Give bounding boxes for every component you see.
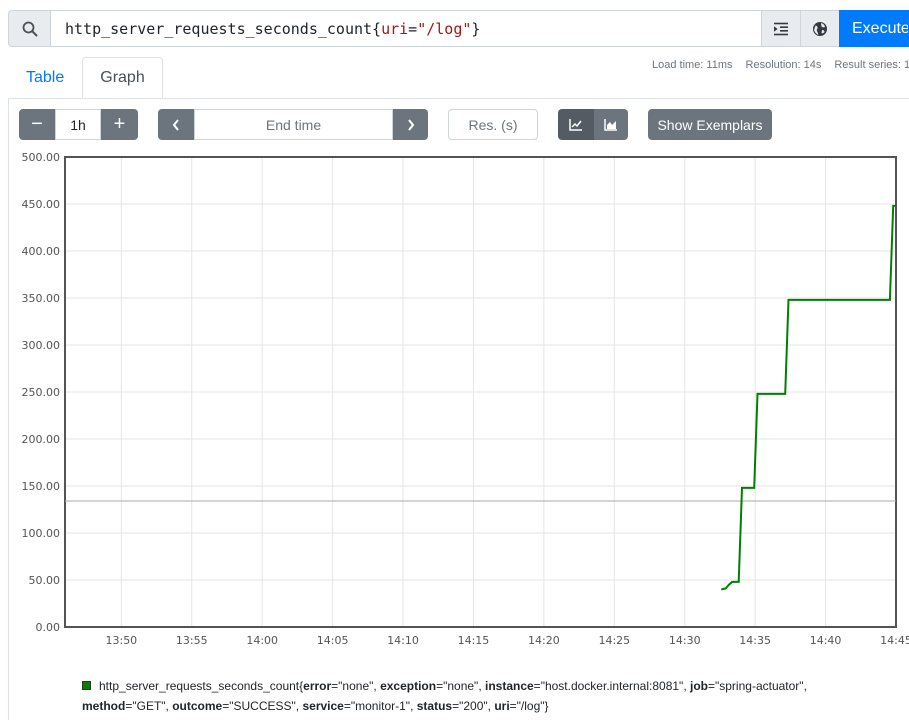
y-tick-label: 500.00	[22, 151, 61, 164]
y-tick-label: 350.00	[22, 292, 61, 305]
legend-series-label[interactable]: http_server_requests_seconds_count{error…	[82, 679, 807, 713]
legend-label-name: error	[303, 679, 332, 693]
x-tick-label: 14:10	[387, 634, 419, 647]
legend-label-value: "/log"	[516, 699, 545, 713]
globe-icon	[813, 21, 827, 36]
expr-close-brace: }	[471, 19, 481, 38]
resolution-input[interactable]: Res. (s)	[448, 109, 538, 140]
legend-label-name: status	[416, 699, 453, 713]
expr-metric: http_server_requests_seconds_count	[65, 19, 373, 38]
legend-label-value: "spring-actuator"	[715, 679, 804, 693]
graph-chart[interactable]: 0.00 50.00 100.00 150.00 200.00 250.00 300.00 3…	[0, 145, 909, 655]
legend-label-name: job	[689, 679, 708, 693]
x-tick-label: 14:05	[317, 634, 349, 647]
legend-label-value: "200"	[459, 699, 488, 713]
y-tick-label: 100.00	[22, 527, 61, 540]
x-tick-label: 14:00	[246, 634, 278, 647]
y-tick-label: 200.00	[22, 433, 61, 446]
expr-label-name: uri	[381, 19, 409, 38]
increase-range-button[interactable]: +	[101, 109, 138, 140]
expression-input[interactable]: http_server_requests_seconds_count{uri = "…	[50, 10, 761, 47]
y-tick-label: 0.00	[36, 621, 61, 634]
legend-label-name: instance	[484, 679, 534, 693]
graph-legend[interactable]: http_server_requests_seconds_count{error…	[82, 676, 842, 716]
area-chart-icon	[604, 118, 617, 131]
x-tick-label: 14:15	[458, 634, 490, 647]
expression-bar: http_server_requests_seconds_count{uri = "…	[8, 10, 909, 47]
tab-graph[interactable]: Graph	[82, 57, 163, 99]
x-tick-label: 14:40	[810, 634, 842, 647]
stacked-chart-button[interactable]	[594, 109, 628, 140]
search-icon	[22, 21, 37, 36]
y-tick-label: 400.00	[22, 245, 61, 258]
legend-label-name: outcome	[172, 699, 223, 713]
y-tick-label: 150.00	[22, 480, 61, 493]
legend-label-value: "host.docker.internal:8081"	[540, 679, 684, 693]
range-input[interactable]: 1h	[55, 109, 101, 140]
legend-label-value: "none"	[338, 679, 374, 693]
legend-label-value: "SUCCESS"	[229, 699, 296, 713]
format-expression-button[interactable]	[761, 10, 800, 47]
chevron-left-icon	[172, 118, 179, 131]
legend-label-name: uri	[494, 699, 510, 713]
legend-metric: http_server_requests_seconds_count{	[99, 679, 304, 693]
legend-label-value: "monitor-1"	[350, 699, 411, 713]
prev-time-button[interactable]	[158, 109, 194, 140]
result-series: Result series: 1	[834, 59, 909, 71]
expr-label-value: "/log"	[417, 19, 472, 38]
line-chart-icon	[569, 118, 582, 131]
legend-label-name: exception	[380, 679, 437, 693]
line-chart-button[interactable]	[558, 109, 594, 140]
legend-label-name: service	[302, 699, 344, 713]
legend-label-value: "GET"	[132, 699, 166, 713]
x-tick-label: 14:45	[880, 634, 909, 647]
x-tick-label: 13:55	[176, 634, 208, 647]
tab-table[interactable]: Table	[26, 69, 65, 86]
metrics-explorer-button[interactable]	[800, 10, 839, 47]
execute-button[interactable]: Execute	[839, 10, 909, 47]
y-tick-label: 450.00	[22, 198, 61, 211]
end-time-input[interactable]: End time	[194, 109, 393, 140]
y-tick-label: 300.00	[22, 339, 61, 352]
legend-close-brace: }	[544, 699, 549, 713]
legend-label-value: "none"	[443, 679, 479, 693]
query-stats: Load time: 11ms Resolution: 14s Result ser…	[652, 59, 909, 71]
search-addon	[8, 10, 50, 47]
x-tick-label: 14:30	[669, 634, 701, 647]
indent-icon	[774, 22, 788, 35]
y-tick-label: 250.00	[22, 386, 61, 399]
expr-open-brace: {	[372, 19, 382, 38]
chevron-right-icon	[407, 118, 414, 131]
x-tick-label: 14:25	[598, 634, 630, 647]
resolution: Resolution: 14s	[745, 59, 822, 71]
view-tabs: Table Graph	[8, 57, 163, 99]
x-tick-label: 14:35	[739, 634, 771, 647]
y-tick-label: 50.00	[29, 574, 61, 587]
legend-swatch	[82, 681, 91, 690]
x-tick-label: 13:50	[105, 634, 137, 647]
x-tick-label: 14:20	[528, 634, 560, 647]
plot-frame	[64, 156, 897, 628]
legend-label-name: method	[82, 699, 126, 713]
show-exemplars-button[interactable]: Show Exemplars	[648, 109, 772, 140]
expr-equals: =	[408, 19, 418, 38]
panel-border	[8, 99, 9, 720]
load-time: Load time: 11ms	[652, 59, 733, 71]
tabs-divider	[8, 98, 909, 99]
next-time-button[interactable]	[393, 109, 428, 140]
decrease-range-button[interactable]: −	[19, 109, 55, 140]
series-line	[721, 204, 896, 591]
